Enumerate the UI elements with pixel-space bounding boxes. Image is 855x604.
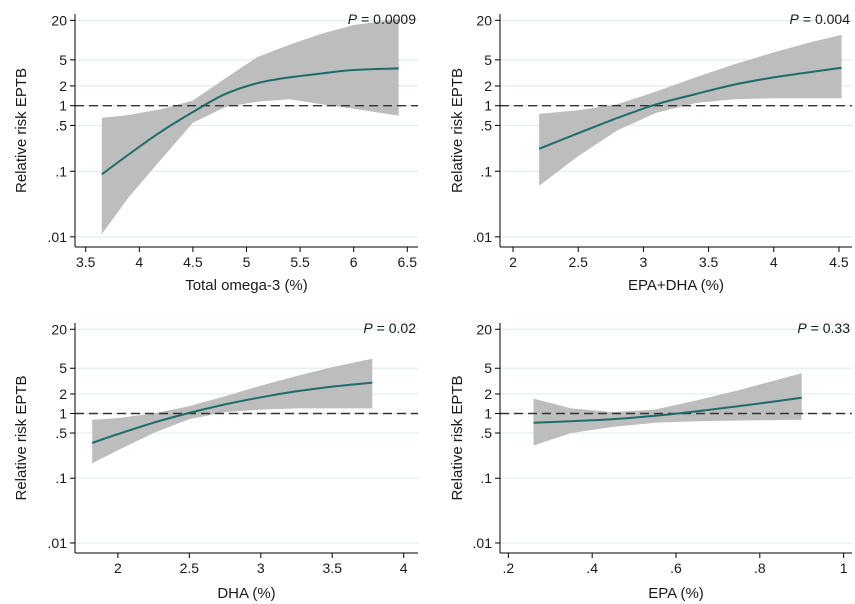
x-tick-label: .4 bbox=[586, 560, 598, 576]
panel-total-omega-3: .01 .1 .5 1 2 5 20 3.5 4 4.5 5 5.5 6 6.5 Total omega-3… bbox=[13, 11, 418, 294]
y-tick-label: .01 bbox=[473, 229, 493, 245]
x-tick-label: 3.5 bbox=[699, 254, 719, 270]
y-tick-label: 5 bbox=[484, 52, 492, 68]
y-tick-label: 1 bbox=[59, 405, 67, 421]
y-tick-label: .01 bbox=[473, 535, 493, 551]
y-axis-label: Relative risk EPTB bbox=[449, 375, 466, 500]
p-value-number: = 0.33 bbox=[811, 320, 851, 336]
confidence-band bbox=[101, 19, 399, 235]
confidence-band bbox=[533, 373, 802, 446]
x-axis-label: DHA (%) bbox=[217, 585, 275, 602]
x-tick-label: 4 bbox=[400, 560, 408, 576]
x-tick-label: 2 bbox=[114, 560, 122, 576]
y-tick-label: 1 bbox=[59, 98, 67, 114]
y-tick-label: 5 bbox=[59, 52, 67, 68]
p-value-number: = 0.02 bbox=[377, 320, 417, 336]
y-tick-label: 5 bbox=[59, 360, 67, 376]
x-tick-label: 2 bbox=[509, 254, 517, 270]
y-tick-label: .01 bbox=[48, 535, 68, 551]
y-tick-label: .5 bbox=[55, 117, 67, 133]
y-tick-label: .01 bbox=[48, 229, 68, 245]
x-tick-label: .2 bbox=[503, 560, 515, 576]
y-axis-label: Relative risk EPTB bbox=[13, 375, 30, 500]
estimate-curve bbox=[533, 396, 802, 424]
p-value-symbol: P bbox=[348, 11, 358, 27]
y-tick-label: .1 bbox=[55, 470, 67, 486]
x-tick-label: 3.5 bbox=[323, 560, 343, 576]
y-tick-label: .5 bbox=[55, 425, 67, 441]
x-tick-label: 3 bbox=[640, 254, 648, 270]
y-tick-label: 20 bbox=[51, 321, 67, 337]
y-tick-label: 1 bbox=[484, 405, 492, 421]
y-tick-label: 2 bbox=[484, 386, 492, 402]
x-tick-label: 4 bbox=[135, 254, 143, 270]
y-tick-label: 2 bbox=[59, 386, 67, 402]
estimate-curve bbox=[538, 66, 842, 150]
x-tick-label: 4.5 bbox=[829, 254, 849, 270]
y-axis-label: Relative risk EPTB bbox=[449, 68, 466, 193]
y-tick-label: .5 bbox=[480, 425, 492, 441]
y-tick-label: 20 bbox=[51, 12, 67, 28]
y-axis-label: Relative risk EPTB bbox=[13, 68, 30, 193]
y-tick-label: .1 bbox=[480, 470, 492, 486]
x-tick-label: 2.5 bbox=[180, 560, 200, 576]
y-tick-label: 2 bbox=[59, 78, 67, 94]
x-tick-label: 3.5 bbox=[76, 254, 96, 270]
p-value-symbol: P bbox=[363, 320, 373, 336]
x-tick-label: 6 bbox=[350, 254, 358, 270]
p-value-annotation: P = 0.33 bbox=[797, 320, 850, 336]
x-axis-label: Total omega-3 (%) bbox=[185, 277, 308, 294]
estimate-curve bbox=[91, 381, 373, 444]
y-tick-label: 20 bbox=[476, 321, 492, 337]
y-tick-label: .5 bbox=[480, 117, 492, 133]
y-tick-label: 20 bbox=[476, 12, 492, 28]
x-tick-label: 4.5 bbox=[183, 254, 203, 270]
panel-epa: .01 .1 .5 1 2 5 20 .2 .4 .6 .8 1 EPA (%) Relative ris… bbox=[449, 320, 852, 602]
confidence-band bbox=[539, 34, 842, 186]
x-tick-label: 5 bbox=[243, 254, 251, 270]
p-value-symbol: P bbox=[797, 320, 807, 336]
x-tick-label: 4 bbox=[770, 254, 778, 270]
x-tick-label: 2.5 bbox=[568, 254, 588, 270]
y-tick-label: .1 bbox=[480, 163, 492, 179]
panel-dha: .01 .1 .5 1 2 5 20 2 2.5 3 3.5 4 DHA (%) Relative ris… bbox=[13, 320, 418, 602]
x-tick-label: 6.5 bbox=[398, 254, 418, 270]
y-tick-label: 5 bbox=[484, 360, 492, 376]
y-tick-label: 1 bbox=[484, 98, 492, 114]
x-axis-label: EPA (%) bbox=[648, 585, 704, 602]
x-tick-label: .8 bbox=[754, 560, 766, 576]
x-tick-label: 3 bbox=[257, 560, 265, 576]
x-tick-label: 5.5 bbox=[290, 254, 310, 270]
p-value-number: = 0.004 bbox=[803, 11, 850, 27]
confidence-band bbox=[92, 358, 373, 464]
x-tick-label: 1 bbox=[840, 560, 848, 576]
p-value-symbol: P bbox=[790, 11, 800, 27]
p-value-number: = 0.0009 bbox=[361, 11, 416, 27]
p-value-annotation: P = 0.004 bbox=[790, 11, 851, 27]
x-axis-label: EPA+DHA (%) bbox=[628, 277, 724, 294]
p-value-annotation: P = 0.02 bbox=[363, 320, 416, 336]
panel-epa-dha: .01 .1 .5 1 2 5 20 2 2.5 3 3.5 4 4.5 EPA+DHA (%) Relat… bbox=[449, 11, 852, 294]
y-tick-label: .1 bbox=[55, 163, 67, 179]
p-value-annotation: P = 0.0009 bbox=[348, 11, 416, 27]
x-tick-label: .6 bbox=[670, 560, 682, 576]
estimate-curve bbox=[101, 67, 399, 176]
y-tick-label: 2 bbox=[484, 78, 492, 94]
